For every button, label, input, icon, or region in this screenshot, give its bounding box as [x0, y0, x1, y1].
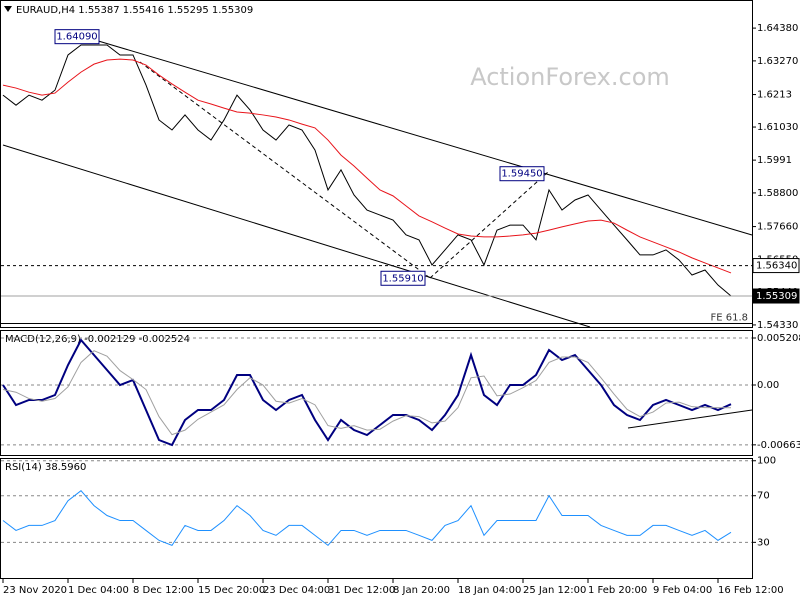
price-title: EURAUD,H4 1.55387 1.55416 1.55295 1.5530…: [16, 5, 253, 16]
series-line: [2, 58, 732, 274]
y-tick-label: 0.005208: [757, 333, 800, 344]
y-tick-label: 1.54330: [757, 320, 798, 331]
channel-upper: [94, 39, 753, 236]
x-tick-label: 9 Feb 04:00: [653, 585, 712, 596]
y-tick-label: 100: [757, 456, 776, 467]
series-line: [2, 490, 732, 547]
price-panel: [0, 0, 753, 328]
y-tick-label: 0.00: [757, 380, 779, 391]
x-tick-label: 18 Jan 04:00: [458, 585, 521, 596]
fib-line: [139, 61, 431, 279]
trendlines: [2, 39, 753, 429]
symbol-icon: [4, 6, 12, 12]
y-tick-label: 1.6213: [757, 90, 792, 101]
x-tick-label: 23 Dec 04:00: [263, 585, 330, 596]
y-tick-label: 1.64380: [757, 23, 798, 34]
x-tick-label: 1 Feb 20:00: [588, 585, 647, 596]
macd-panel: [0, 330, 753, 456]
x-tick-label: 23 Nov 2020: [3, 585, 67, 596]
series-line: [2, 338, 732, 447]
series-line: [2, 350, 732, 436]
y-tick-label: 30: [757, 537, 770, 548]
rsi-panel: [0, 458, 753, 579]
annotation: 1.64090: [56, 32, 97, 43]
panel-frames: [0, 0, 753, 579]
price-box-label: 1.55309: [756, 291, 797, 302]
x-tick-label: 8 Dec 12:00: [133, 585, 194, 596]
price-box-label: 1.56340: [756, 261, 797, 272]
annotation-box: [54, 29, 100, 45]
y-tick-label: 1.57660: [757, 222, 798, 233]
x-tick-label: 16 Feb 12:00: [718, 585, 784, 596]
channel-lower: [2, 144, 591, 328]
x-tick-label: 1 Dec 04:00: [68, 585, 129, 596]
annotation-box: [380, 270, 426, 286]
annotation-box: [499, 166, 545, 182]
y-tick-label: 1.58800: [757, 188, 798, 199]
price-box: [752, 258, 800, 274]
x-tick-label: 15 Dec 20:00: [198, 585, 265, 596]
annotation: 1.55910: [382, 273, 423, 284]
y-tick-label: 1.61030: [757, 122, 798, 133]
rsi-title: RSI(14) 38.5960: [5, 462, 86, 473]
macd-trendline: [627, 409, 753, 429]
annotation: 1.59450: [501, 169, 542, 180]
y-tick-label: 70: [757, 491, 770, 502]
level-label: FE 61.8: [710, 312, 748, 323]
y-tick-label: 1.5991: [757, 155, 792, 166]
fib-line: [429, 171, 549, 279]
macd-title: MACD(12,26,9) -0.002129 -0.002524: [5, 334, 190, 345]
x-tick-label: 8 Jan 20:00: [393, 585, 450, 596]
watermark: ActionForex.com: [470, 63, 670, 91]
y-tick-label: 1.63270: [757, 56, 798, 67]
price-box: [752, 288, 800, 304]
series-line: [2, 44, 732, 297]
x-tick-label: 25 Jan 12:00: [523, 585, 586, 596]
x-tick-label: 31 Dec 12:00: [328, 585, 395, 596]
